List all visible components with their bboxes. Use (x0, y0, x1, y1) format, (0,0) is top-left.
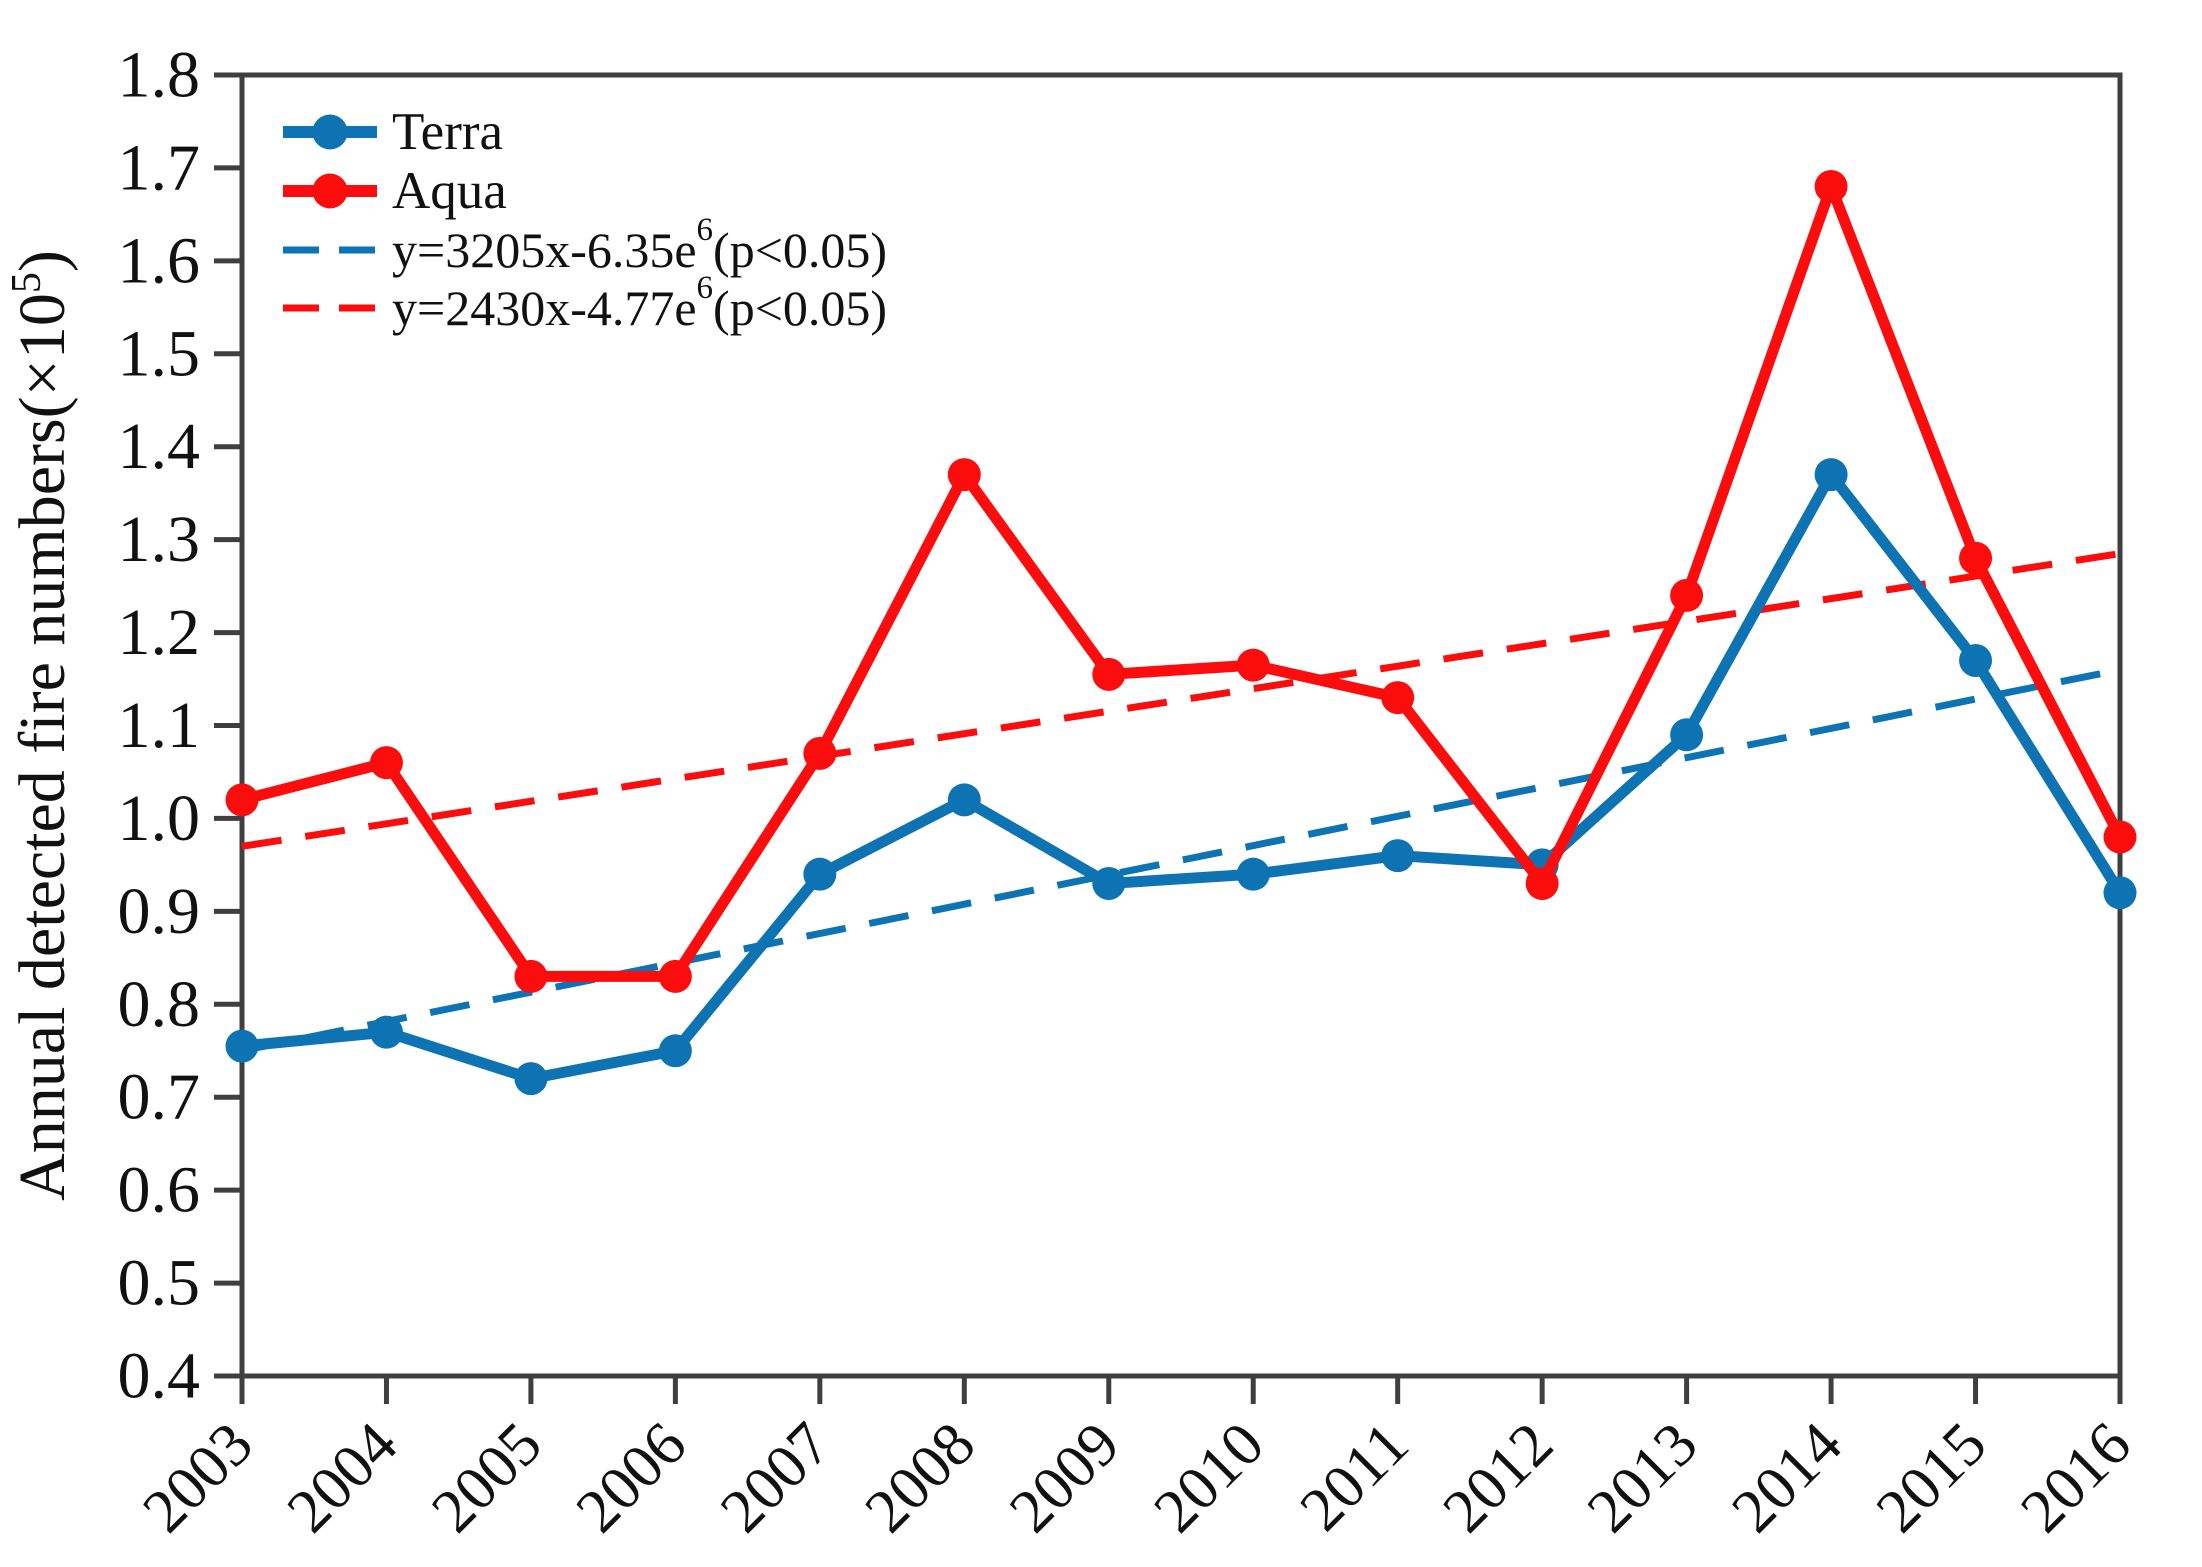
terra-legend-marker (312, 114, 348, 150)
x-tick-label: 2003 (130, 1410, 266, 1546)
x-tick-label: 2010 (1141, 1410, 1277, 1546)
x-tick-label: 2004 (275, 1410, 411, 1546)
y-tick-label: 1.5 (118, 317, 201, 390)
y-tick-label: 0.4 (118, 1340, 201, 1413)
aqua-point-2012 (1525, 866, 1559, 900)
terra-point-2008 (947, 783, 981, 817)
terra-point-2005 (514, 1062, 548, 1096)
y-tick-label: 1.8 (118, 39, 201, 112)
aqua-point-2003 (225, 783, 259, 817)
x-tick-label: 2014 (1719, 1410, 1855, 1546)
aqua-trendline (241, 550, 2121, 850)
aqua-point-2015 (1959, 541, 1993, 575)
y-tick-label: 0.9 (118, 875, 201, 948)
aqua-point-2007 (803, 736, 837, 770)
aqua-legend-marker (312, 173, 348, 209)
aqua-point-2013 (1670, 578, 1704, 612)
terra-point-2004 (369, 1015, 403, 1049)
aqua-point-2005 (514, 959, 548, 993)
x-tick-label: 2005 (419, 1410, 555, 1546)
y-tick-label: 1.0 (118, 782, 201, 855)
terra-point-2009 (1092, 866, 1126, 900)
terra-point-2011 (1381, 839, 1415, 873)
legend: TerraAquay=3205x-6.35e6(p<0.05)y=2430x-4… (283, 103, 887, 336)
y-tick-label: 0.7 (118, 1061, 201, 1134)
x-tick-label: 2008 (852, 1410, 988, 1546)
x-tick-label: 2016 (2008, 1410, 2144, 1546)
x-tick-label: 2012 (1430, 1410, 1566, 1546)
x-tick-label: 2007 (708, 1410, 844, 1546)
y-tick-label: 1.4 (118, 410, 201, 483)
terra-point-2003 (225, 1029, 259, 1063)
aqua-point-2004 (369, 746, 403, 780)
y-tick-label: 0.8 (118, 968, 201, 1041)
y-tick-label: 1.6 (118, 224, 201, 297)
aqua-point-2014 (1814, 170, 1848, 204)
y-axis: 0.4 0.5 0.6 0.7 0.8 0.9 1.0 1.1 1.2 1.3 1.4 1.5 1.6 1… (118, 39, 242, 1413)
terra-series (225, 458, 2137, 1096)
aqua-point-2011 (1381, 681, 1415, 715)
aqua-point-2010 (1236, 648, 1270, 682)
aqua-point-2016 (2103, 820, 2137, 854)
terra-point-2006 (658, 1034, 692, 1068)
y-tick-label: 1.1 (118, 689, 201, 762)
x-axis: 2003 2004 2005 2006 2007 2008 2009 2010 2011 2012… (130, 1376, 2144, 1546)
y-tick-label: 0.5 (118, 1247, 201, 1320)
aqua-trendline-legend-label: y=2430x-4.77e6(p<0.05) (392, 270, 887, 336)
terra-point-2014 (1814, 458, 1848, 492)
aqua-point-2009 (1092, 657, 1126, 691)
aqua-point-2008 (947, 458, 981, 492)
x-tick-label: 2009 (997, 1410, 1133, 1546)
terra-legend-label: Terra (392, 103, 503, 161)
terra-point-2016 (2103, 876, 2137, 910)
terra-trendline (241, 666, 2121, 1055)
aqua-point-2006 (658, 959, 692, 993)
aqua-legend-label: Aqua (392, 162, 507, 220)
y-tick-label: 1.7 (118, 131, 201, 204)
y-tick-label: 0.6 (118, 1154, 201, 1227)
x-tick-label: 2013 (1575, 1410, 1711, 1546)
terra-point-2010 (1236, 857, 1270, 891)
terra-trendline-legend-label: y=3205x-6.35e6(p<0.05) (392, 212, 887, 278)
y-tick-label: 1.2 (118, 596, 201, 669)
aqua-series (225, 170, 2137, 993)
x-tick-label: 2006 (564, 1410, 700, 1546)
y-axis-title: Annual detected fire numbers(×105) (4, 250, 79, 1201)
x-tick-label: 2015 (1864, 1410, 2000, 1546)
terra-point-2007 (803, 857, 837, 891)
terra-point-2015 (1959, 643, 1993, 677)
x-tick-label: 2011 (1287, 1410, 1421, 1544)
terra-point-2013 (1670, 718, 1704, 752)
y-tick-label: 1.3 (118, 503, 201, 576)
